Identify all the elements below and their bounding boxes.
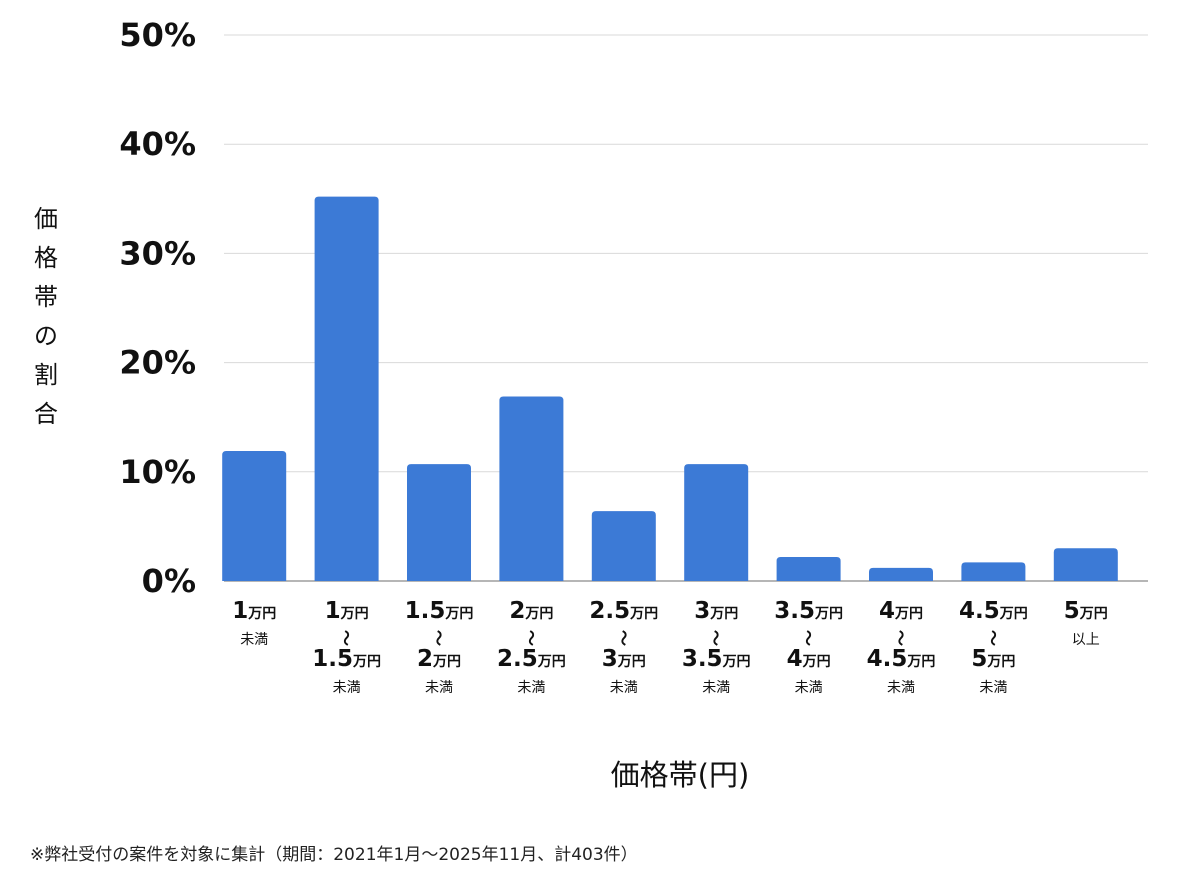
x-tick-label: 5万円 [1064, 598, 1108, 624]
x-tick-label: 未満 [425, 680, 453, 696]
y-tick-label: 20% [119, 344, 196, 382]
x-tick-label: 未満 [702, 680, 730, 696]
y-tick-label: 0% [142, 562, 196, 600]
bar [961, 562, 1026, 581]
x-tick-label: 〜 [429, 630, 448, 646]
bar [776, 556, 841, 581]
x-tick-label: 3万円 [694, 598, 738, 624]
x-tick-label: 未満 [240, 632, 268, 648]
bar [869, 567, 933, 581]
x-tick-label: 未満 [979, 680, 1007, 696]
x-tick-label: 〜 [337, 630, 356, 646]
x-tick-label: 〜 [706, 630, 725, 646]
x-tick-label: 2.5万円 [497, 646, 566, 672]
y-tick-label: 40% [119, 125, 196, 163]
x-tick-label: 未満 [887, 680, 915, 696]
x-tick-label: 4.5万円 [867, 646, 936, 672]
x-tick-label: 5万円 [971, 646, 1015, 672]
y-axis-label: 価格帯の割合 [34, 205, 58, 428]
x-tick-label: 3万円 [602, 646, 646, 672]
footnote: ※弊社受付の案件を対象に集計（期間：2021年1月〜2025年11月、計403件… [30, 845, 638, 865]
x-tick-label: 1万円 [325, 598, 369, 624]
x-tick-label: 2万円 [417, 646, 461, 672]
x-tick-label: 未満 [795, 680, 823, 696]
bar [591, 511, 656, 581]
x-tick-label: 〜 [891, 630, 910, 646]
bar [499, 396, 564, 581]
x-tick-label: 〜 [983, 630, 1002, 646]
x-tick-label: 4.5万円 [959, 598, 1028, 624]
y-tick-label: 50% [119, 16, 196, 54]
x-tick-label: 4万円 [787, 646, 831, 672]
x-tick-label: 2.5万円 [589, 598, 658, 624]
bar [407, 464, 471, 581]
x-tick-label: 未満 [610, 680, 638, 696]
x-tick-label: 1.5万円 [312, 646, 381, 672]
x-tick-label: 1.5万円 [405, 598, 474, 624]
x-tick-label: 3.5万円 [682, 646, 751, 672]
y-tick-label: 10% [119, 453, 196, 491]
x-tick-label: 未満 [517, 680, 545, 696]
bar [314, 196, 379, 581]
y-tick-label: 30% [119, 234, 196, 272]
bar [684, 464, 749, 581]
x-tick-label: 1万円 [232, 598, 276, 624]
x-tick-label: 2万円 [509, 598, 553, 624]
bar [1053, 548, 1118, 581]
x-tick-label: 〜 [799, 630, 818, 646]
bar [222, 451, 287, 581]
x-axis-label: 価格帯(円) [610, 758, 750, 792]
x-tick-label: 以上 [1072, 632, 1100, 648]
x-tick-label: 4万円 [879, 598, 923, 624]
x-tick-label: 〜 [521, 630, 540, 646]
x-tick-label: 〜 [614, 630, 633, 646]
x-tick-label: 未満 [333, 680, 361, 696]
x-tick-label: 3.5万円 [774, 598, 843, 624]
